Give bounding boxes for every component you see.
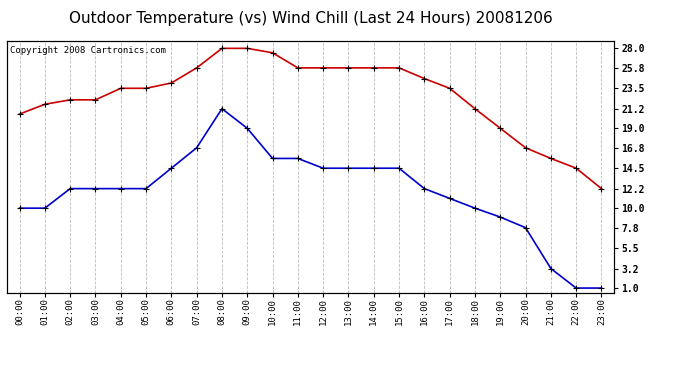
Text: Copyright 2008 Cartronics.com: Copyright 2008 Cartronics.com: [10, 46, 166, 55]
Text: Outdoor Temperature (vs) Wind Chill (Last 24 Hours) 20081206: Outdoor Temperature (vs) Wind Chill (Las…: [68, 11, 553, 26]
